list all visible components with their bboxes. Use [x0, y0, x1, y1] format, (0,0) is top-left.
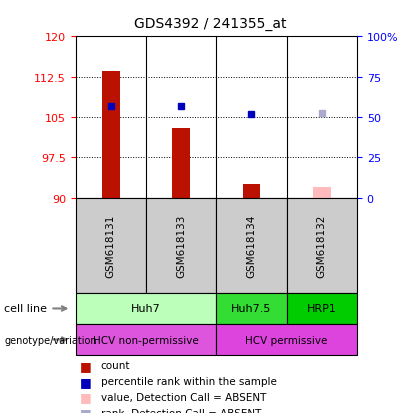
Text: value, Detection Call = ABSENT: value, Detection Call = ABSENT — [101, 392, 266, 402]
Bar — [243, 185, 260, 198]
Text: HRP1: HRP1 — [307, 304, 337, 314]
Text: HCV permissive: HCV permissive — [245, 335, 328, 345]
Text: ■: ■ — [80, 359, 92, 372]
Text: cell line: cell line — [4, 304, 47, 314]
Text: count: count — [101, 361, 130, 370]
Text: rank, Detection Call = ABSENT: rank, Detection Call = ABSENT — [101, 408, 261, 413]
Text: GSM618132: GSM618132 — [317, 214, 327, 278]
Text: ■: ■ — [80, 406, 92, 413]
Text: Huh7.5: Huh7.5 — [231, 304, 272, 314]
Text: Huh7: Huh7 — [131, 304, 161, 314]
Text: ■: ■ — [80, 375, 92, 388]
Bar — [172, 128, 190, 198]
Text: percentile rank within the sample: percentile rank within the sample — [101, 376, 277, 386]
Text: GSM618134: GSM618134 — [247, 214, 257, 278]
Bar — [313, 188, 331, 198]
Text: genotype/variation: genotype/variation — [4, 335, 97, 345]
Text: GSM618133: GSM618133 — [176, 214, 186, 278]
Text: GDS4392 / 241355_at: GDS4392 / 241355_at — [134, 17, 286, 31]
Text: GSM618131: GSM618131 — [106, 214, 116, 278]
Bar — [102, 72, 120, 198]
Text: HCV non-permissive: HCV non-permissive — [93, 335, 199, 345]
Text: ■: ■ — [80, 390, 92, 404]
